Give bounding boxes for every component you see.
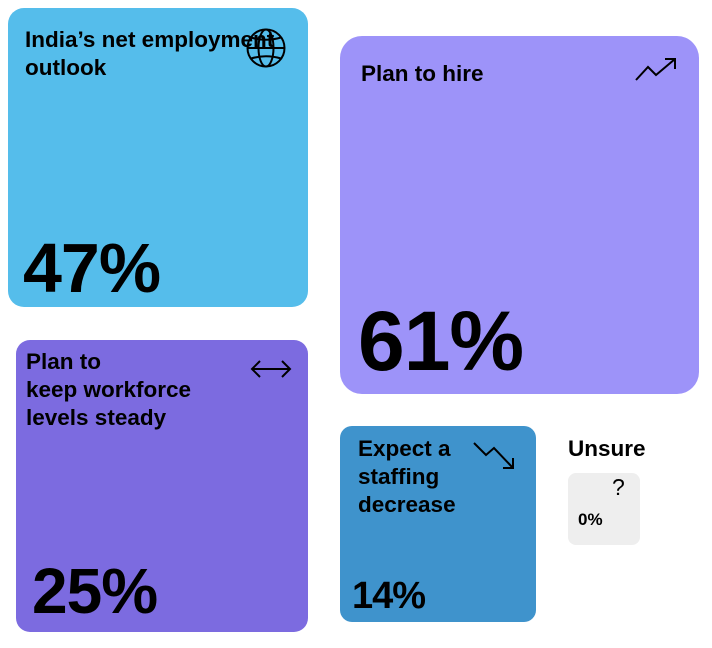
outlook-value: 47%	[23, 229, 161, 307]
unsure-label: Unsure	[568, 436, 646, 461]
trend-up-icon	[635, 58, 676, 81]
staffing-decrease-value: 14%	[352, 575, 426, 617]
plan-to-hire-tile: Plan to hire 61%	[340, 36, 699, 394]
staffing-decrease-tile: Expect a staffing decrease 14%	[340, 426, 536, 622]
question-mark-icon: ?	[612, 474, 625, 500]
unsure-value: 0%	[578, 510, 603, 529]
keep-steady-tile: Plan to keep workforce levels steady 25%	[16, 340, 308, 632]
plan-to-hire-label: Plan to hire	[361, 61, 484, 86]
globe-icon	[246, 28, 286, 68]
unsure-tile: ? 0%	[568, 473, 640, 545]
outlook-tile: India’s net employment outlook 47%	[8, 8, 308, 307]
trend-down-icon	[473, 442, 514, 469]
double-arrow-icon	[250, 360, 292, 378]
keep-steady-label: Plan to keep workforce levels steady	[26, 349, 192, 430]
staffing-decrease-label: Expect a staffing decrease	[358, 436, 456, 517]
plan-to-hire-value: 61%	[358, 294, 524, 388]
keep-steady-value: 25%	[32, 555, 158, 627]
